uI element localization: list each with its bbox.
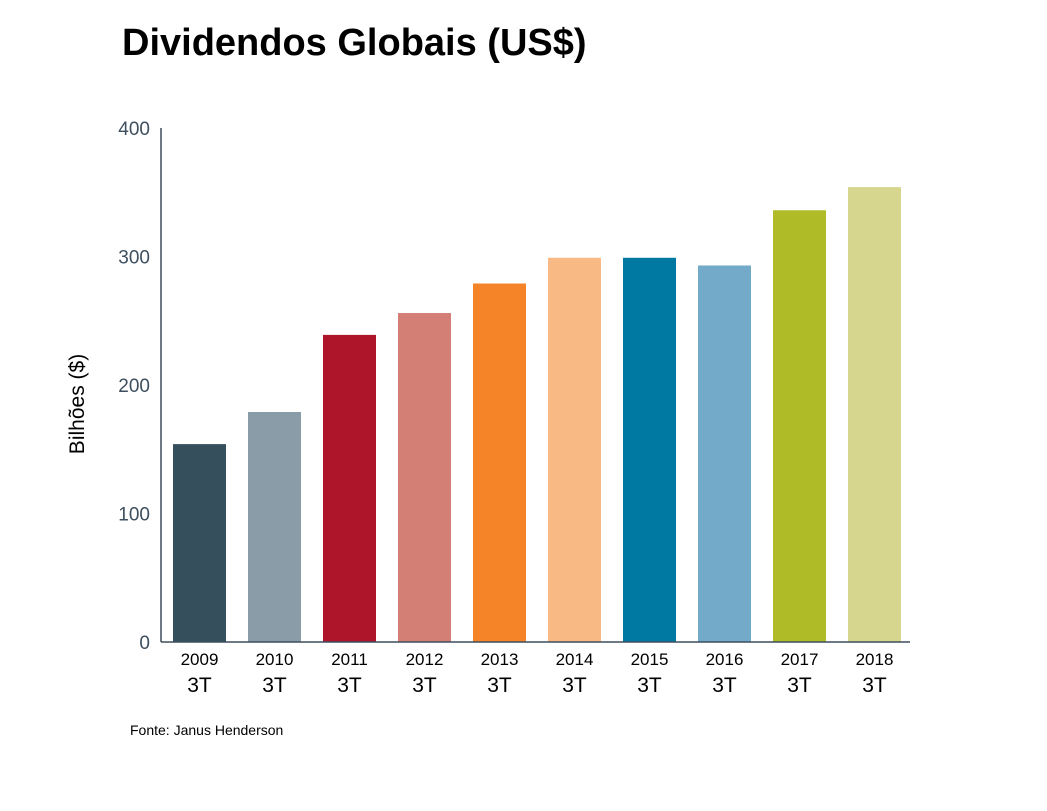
x-tick-label-year: 2010: [256, 650, 294, 669]
bar-2011: [323, 334, 376, 642]
x-tick-label-year: 2013: [481, 650, 519, 669]
x-tick-label-year: 2018: [856, 650, 894, 669]
x-tick-label-quarter: 3T: [637, 674, 662, 697]
bar-2012: [398, 313, 451, 642]
chart-title: Dividendos Globais (US$): [122, 22, 587, 64]
y-axis-label: Bilhões ($): [66, 354, 89, 454]
y-tick-label: 0: [139, 633, 150, 654]
x-tick-label-quarter: 3T: [487, 674, 512, 697]
x-tick-label-year: 2011: [331, 650, 368, 669]
x-tick-label-quarter: 3T: [337, 674, 362, 697]
x-tick-label-year: 2017: [781, 650, 819, 669]
y-axis-ticks: 0 100 200 300 400: [118, 119, 150, 654]
bar-2016: [698, 265, 751, 642]
x-tick-label-quarter: 3T: [712, 674, 737, 697]
x-tick-label-year: 2012: [406, 650, 444, 669]
bar-2013: [473, 283, 526, 642]
y-axis-label-group: Bilhões ($): [66, 354, 89, 454]
x-tick-label-quarter: 3T: [562, 674, 587, 697]
bar-2018: [848, 187, 901, 643]
x-tick-label-year: 2016: [706, 650, 744, 669]
bar-2017: [773, 210, 826, 643]
x-tick-label-year: 2014: [556, 650, 594, 669]
x-tick-label-year: 2015: [631, 650, 669, 669]
y-tick-label: 100: [118, 505, 150, 526]
x-axis-labels: 2009 3T 2010 3T 2011 3T 2012 3T 2013 3T 2014 3T 2015…: [181, 650, 894, 697]
source-note: Fonte: Janus Henderson: [130, 722, 284, 738]
bar-2009: [173, 444, 226, 642]
bar-2014: [548, 257, 601, 642]
y-tick-label: 300: [118, 248, 150, 269]
x-tick-label-quarter: 3T: [187, 674, 212, 697]
bars-group: [173, 187, 901, 643]
x-tick-label-quarter: 3T: [787, 674, 812, 697]
x-tick-label-year: 2009: [181, 650, 219, 669]
bar-2010: [248, 411, 301, 642]
y-tick-label: 400: [118, 119, 150, 140]
bar-2015: [623, 257, 676, 642]
x-tick-label-quarter: 3T: [862, 674, 887, 697]
x-tick-label-quarter: 3T: [262, 674, 287, 697]
y-tick-label: 200: [118, 376, 150, 397]
x-tick-label-quarter: 3T: [412, 674, 437, 697]
